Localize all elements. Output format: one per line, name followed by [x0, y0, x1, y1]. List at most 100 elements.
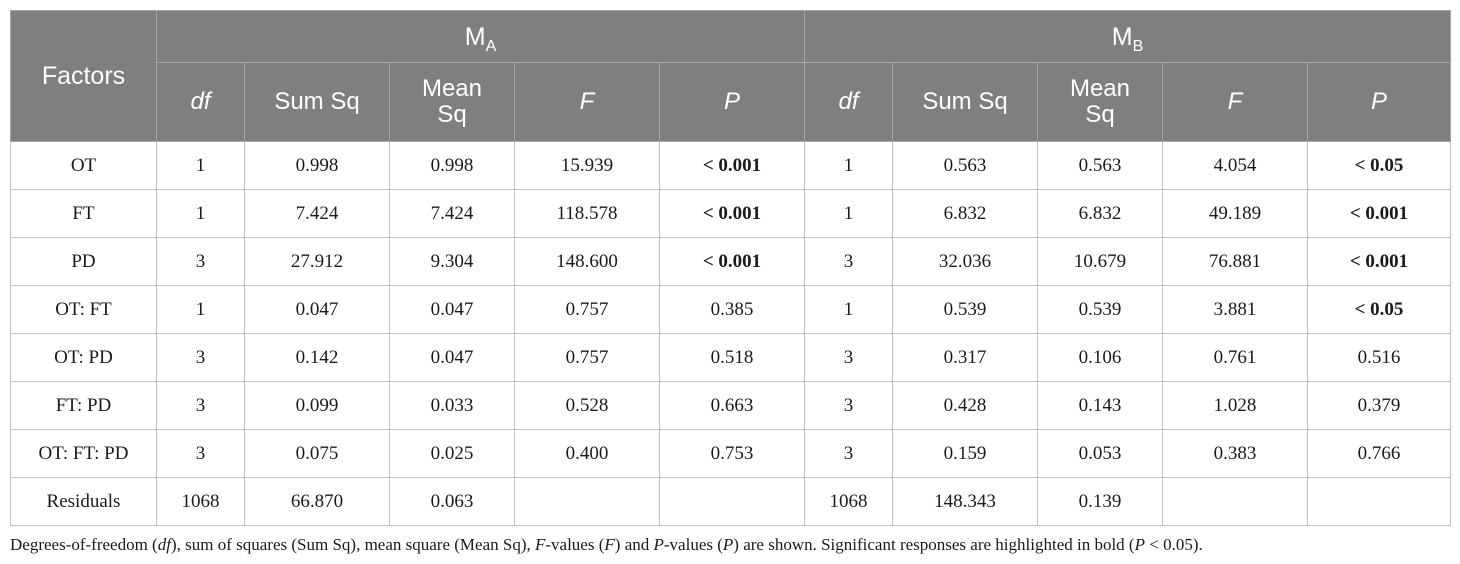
- cell-f-b: 0.761: [1162, 333, 1308, 382]
- cell-sumsq-a: 0.142: [244, 333, 390, 382]
- factor-cell: Residuals: [10, 477, 157, 526]
- cell-f-b: 76.881: [1162, 237, 1308, 286]
- cell-sumsq-b: 148.343: [892, 477, 1038, 526]
- cell-f-a: 0.757: [514, 285, 660, 334]
- cell-meansq-b: 10.679: [1037, 237, 1163, 286]
- col-sumsq-a: Sum Sq: [244, 62, 390, 142]
- cell-p-b: < 0.001: [1307, 237, 1451, 286]
- col-meansq-b: Mean Sq: [1037, 62, 1163, 142]
- factor-cell: OT: FT: PD: [10, 429, 157, 478]
- col-sumsq-b: Sum Sq: [892, 62, 1038, 142]
- cell-sumsq-b: 32.036: [892, 237, 1038, 286]
- cell-p-b: 0.516: [1307, 333, 1451, 382]
- cell-sumsq-a: 66.870: [244, 477, 390, 526]
- cell-meansq-a: 0.033: [389, 381, 515, 430]
- factor-cell: PD: [10, 237, 157, 286]
- col-df-b: df: [804, 62, 893, 142]
- cell-sumsq-b: 0.428: [892, 381, 1038, 430]
- cell-sumsq-a: 0.047: [244, 285, 390, 334]
- factor-cell: FT: PD: [10, 381, 157, 430]
- cell-p-a: < 0.001: [659, 237, 805, 286]
- cell-df-b: 3: [804, 333, 893, 382]
- cell-meansq-a: 0.025: [389, 429, 515, 478]
- cell-p-a: 0.753: [659, 429, 805, 478]
- cell-meansq-a: 0.998: [389, 141, 515, 190]
- cell-meansq-a: 0.047: [389, 333, 515, 382]
- cell-df-b: 1: [804, 141, 893, 190]
- cell-sumsq-b: 0.317: [892, 333, 1038, 382]
- cell-f-a: 0.528: [514, 381, 660, 430]
- cell-meansq-b: 0.053: [1037, 429, 1163, 478]
- group-header-row: Factors MA MB: [10, 10, 1451, 142]
- cell-p-b: 0.766: [1307, 429, 1451, 478]
- cell-f-b: 3.881: [1162, 285, 1308, 334]
- group-a-header: MA: [156, 10, 805, 63]
- cell-f-b: 4.054: [1162, 141, 1308, 190]
- cell-meansq-b: 0.139: [1037, 477, 1163, 526]
- cell-sumsq-b: 6.832: [892, 189, 1038, 238]
- cell-p-b: < 0.001: [1307, 189, 1451, 238]
- table-row: OT 1 0.998 0.998 15.939 < 0.001 1 0.563 0.563 4.0…: [10, 141, 1451, 190]
- cell-f-a: 118.578: [514, 189, 660, 238]
- cell-sumsq-a: 0.075: [244, 429, 390, 478]
- cell-df-b: 3: [804, 237, 893, 286]
- cell-meansq-b: 6.832: [1037, 189, 1163, 238]
- cell-f-b: 49.189: [1162, 189, 1308, 238]
- cell-df-b: 1: [804, 285, 893, 334]
- cell-p-a: [659, 477, 805, 526]
- cell-p-a: 0.385: [659, 285, 805, 334]
- cell-meansq-a: 9.304: [389, 237, 515, 286]
- cell-meansq-b: 0.106: [1037, 333, 1163, 382]
- cell-sumsq-b: 0.563: [892, 141, 1038, 190]
- cell-f-a: 148.600: [514, 237, 660, 286]
- cell-sumsq-b: 0.159: [892, 429, 1038, 478]
- cell-f-b: 0.383: [1162, 429, 1308, 478]
- factor-cell: FT: [10, 189, 157, 238]
- table-row: OT: FT 1 0.047 0.047 0.757 0.385 1 0.539 0.539 3.…: [10, 285, 1451, 334]
- table-body: OT 1 0.998 0.998 15.939 < 0.001 1 0.563 0.563 4.0…: [10, 141, 1451, 526]
- table-footnote: Degrees-of-freedom (df), sum of squares …: [10, 535, 1203, 554]
- cell-sumsq-a: 0.099: [244, 381, 390, 430]
- cell-meansq-b: 0.563: [1037, 141, 1163, 190]
- cell-df-a: 3: [156, 333, 245, 382]
- cell-sumsq-a: 7.424: [244, 189, 390, 238]
- cell-df-a: 1: [156, 189, 245, 238]
- table-row: Residuals 1068 66.870 0.063 1068 148.343 0.139: [10, 477, 1451, 526]
- column-header-row: df Sum Sq Mean Sq F P df Sum Sq Mean Sq F …: [11, 62, 1451, 142]
- cell-p-a: 0.663: [659, 381, 805, 430]
- col-df-a: df: [156, 62, 245, 142]
- cell-meansq-a: 0.063: [389, 477, 515, 526]
- cell-df-b: 1: [804, 189, 893, 238]
- cell-p-a: < 0.001: [659, 141, 805, 190]
- col-f-a: F: [514, 62, 660, 142]
- table-row: OT: PD 3 0.142 0.047 0.757 0.518 3 0.317 0.106 0.…: [10, 333, 1451, 382]
- factor-cell: OT: PD: [10, 333, 157, 382]
- cell-df-b: 3: [804, 381, 893, 430]
- anova-table-container: Factors MA MB df Sum Sq Mean Sq F P df Su…: [10, 10, 1451, 556]
- cell-df-a: 1068: [156, 477, 245, 526]
- cell-df-a: 1: [156, 141, 245, 190]
- cell-p-b: 0.379: [1307, 381, 1451, 430]
- col-p-b: P: [1307, 62, 1451, 142]
- cell-meansq-b: 0.143: [1037, 381, 1163, 430]
- factor-cell: OT: [10, 141, 157, 190]
- cell-p-b: < 0.05: [1307, 141, 1451, 190]
- factors-header: Factors: [10, 10, 157, 142]
- cell-f-a: 0.400: [514, 429, 660, 478]
- cell-df-a: 1: [156, 285, 245, 334]
- col-f-b: F: [1162, 62, 1308, 142]
- cell-df-b: 1068: [804, 477, 893, 526]
- cell-p-a: 0.518: [659, 333, 805, 382]
- table-row: FT 1 7.424 7.424 118.578 < 0.001 1 6.832 6.832 49…: [10, 189, 1451, 238]
- table-row: OT: FT: PD 3 0.075 0.025 0.400 0.753 3 0.159 0.0…: [10, 429, 1451, 478]
- cell-meansq-a: 0.047: [389, 285, 515, 334]
- cell-f-a: 15.939: [514, 141, 660, 190]
- cell-df-b: 3: [804, 429, 893, 478]
- cell-sumsq-b: 0.539: [892, 285, 1038, 334]
- cell-f-a: [514, 477, 660, 526]
- cell-p-b: [1307, 477, 1451, 526]
- table-row: FT: PD 3 0.099 0.033 0.528 0.663 3 0.428 0.143 1.…: [10, 381, 1451, 430]
- anova-table: Factors MA MB df Sum Sq Mean Sq F P df Su…: [10, 10, 1451, 526]
- cell-df-a: 3: [156, 429, 245, 478]
- cell-sumsq-a: 0.998: [244, 141, 390, 190]
